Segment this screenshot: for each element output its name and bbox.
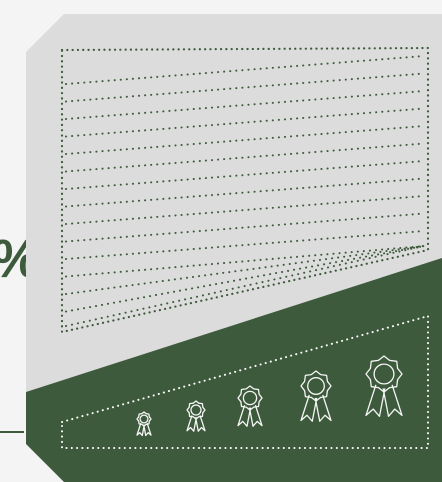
hatch-line <box>65 125 425 155</box>
hatch-line <box>65 72 425 103</box>
medal-icon-1 <box>136 411 152 437</box>
hatch-line <box>65 177 425 208</box>
hatch-line <box>65 90 425 120</box>
hatch-line <box>65 55 425 85</box>
medal-icon-3 <box>237 385 263 427</box>
hatch-line <box>65 245 425 278</box>
medal-icon-5 <box>365 355 403 417</box>
hatch-line <box>65 245 425 295</box>
hatch-line <box>65 245 425 313</box>
hatch-line <box>65 142 425 173</box>
hatch-line <box>65 212 425 243</box>
edge-divider-line <box>0 431 24 433</box>
dotted-frame-lower <box>61 314 429 449</box>
green-band <box>26 258 442 482</box>
hatch-line <box>65 107 425 138</box>
hatch-line <box>65 230 425 260</box>
medal-icon-2 <box>186 400 206 432</box>
hatch-line <box>65 160 425 190</box>
medal-icon-4 <box>300 370 332 422</box>
hatch-line <box>65 195 425 225</box>
dotted-frame-upper <box>60 46 430 334</box>
dotted-hatching <box>65 55 425 327</box>
hatch-line <box>65 245 425 327</box>
